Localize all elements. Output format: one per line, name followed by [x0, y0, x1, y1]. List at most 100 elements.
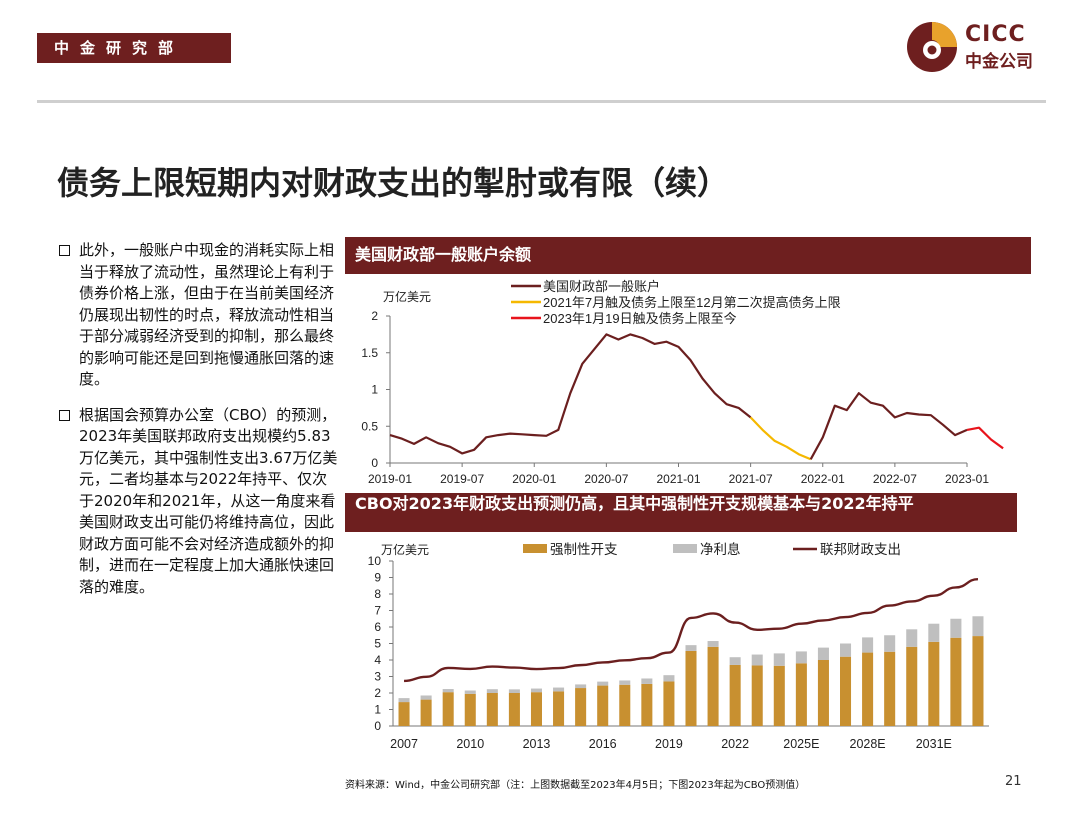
page-number: 21: [1005, 774, 1022, 789]
bar-net-interest: [420, 695, 432, 700]
bar-mandatory: [773, 665, 785, 726]
legend-label: 2021年7月触及债务上限至12月第二次提高债务上限: [543, 295, 841, 310]
legend-label: 强制性开支: [550, 542, 618, 557]
x-tick-label: 2019-01: [368, 472, 412, 486]
legend-label: 净利息: [700, 541, 741, 557]
bar-mandatory: [619, 684, 631, 726]
y-tick-label: 1: [371, 383, 378, 397]
footer-source: 资料来源：Wind，中金公司研究部（注：上图数据截至2023年4月5日；下图20…: [345, 780, 806, 791]
bar-net-interest: [840, 643, 852, 657]
y-tick-label: 9: [374, 571, 381, 585]
bar-mandatory: [553, 691, 565, 726]
bar-mandatory: [486, 693, 498, 726]
bar-mandatory: [464, 693, 476, 726]
bar-net-interest: [817, 647, 829, 660]
legend-swatch: [673, 544, 697, 553]
y-tick-label: 6: [374, 620, 381, 634]
y-tick-label: 1.5: [361, 346, 378, 360]
federal-outlays-chart: 万亿美元 0 1 2 3 4 5 6 7 8 9 10 2007 2010 2013 2016 2019 2022…: [368, 541, 989, 751]
bar-mandatory: [597, 685, 609, 726]
y-tick-label: 0: [374, 719, 381, 733]
bar-mandatory: [508, 693, 520, 726]
x-tick-label: 2020-07: [584, 472, 628, 486]
y-tick-label: 5: [374, 637, 381, 651]
x-tick-label: 2022-01: [801, 472, 845, 486]
x-tick-label: 2019-07: [440, 472, 484, 486]
bullet-item: 根据国会预算办公室（CBO）的预测，2023年美国联邦政府支出规模约5.83万亿…: [57, 405, 342, 599]
bar-mandatory: [795, 663, 807, 726]
bar-mandatory: [840, 656, 852, 726]
bar-net-interest: [530, 688, 542, 693]
page-title: 债务上限短期内对财政支出的掣肘或有限（续）: [57, 164, 730, 202]
cicc-logo: CICC 中金公司: [905, 20, 1050, 76]
y-tick-label: 4: [374, 653, 381, 667]
bar-net-interest: [795, 651, 807, 664]
legend-label: 联邦财政支出: [820, 542, 901, 557]
bar-mandatory: [950, 637, 962, 726]
bar-mandatory: [729, 664, 741, 726]
x-tick-label: 2021-01: [656, 472, 700, 486]
tga-balance-chart: 万亿美元 0 0.5 1 1.5 2 2019-01 2019-07 2020-01 2020-0…: [361, 279, 1004, 486]
cicc-logo-icon: [907, 22, 957, 72]
bar-net-interest: [685, 645, 697, 651]
bullet-list: 此外，一般账户中现金的消耗实际上相当于释放了流动性，虽然理论上有利于债券价格上涨…: [57, 240, 342, 612]
bar-net-interest: [928, 623, 940, 642]
y-tick-label: 1: [374, 703, 381, 717]
y-tick-label: 3: [374, 670, 381, 684]
bar-net-interest: [950, 618, 962, 638]
x-tick-label: 2010: [456, 737, 484, 751]
bullet-text: 根据国会预算办公室（CBO）的预测，2023年美国联邦政府支出规模约5.83万亿…: [79, 405, 338, 596]
chart2-title: CBO对2023年财政支出预测仍高，且其中强制性开支规模基本与2022年持平: [345, 493, 1017, 532]
y-tick-label: 10: [368, 554, 382, 568]
bar-net-interest: [575, 684, 587, 689]
y-tick-label: 0: [371, 456, 378, 470]
x-tick-label: 2019: [655, 737, 683, 751]
bar-mandatory: [751, 665, 763, 726]
checkbox-icon: [59, 409, 70, 421]
bar-mandatory: [663, 681, 675, 726]
x-tick-label: 2022-07: [873, 472, 917, 486]
bar-net-interest: [663, 675, 675, 682]
checkbox-icon: [59, 245, 70, 256]
y-tick-label: 2: [374, 686, 381, 700]
y-tick-label: 0.5: [361, 419, 378, 433]
bar-net-interest: [641, 678, 653, 684]
y-tick-label: 7: [374, 604, 381, 618]
series-line-2: [749, 416, 812, 461]
x-tick-label: 2022: [721, 737, 749, 751]
x-tick-label: 2013: [523, 737, 551, 751]
series-line-4: [966, 426, 1004, 450]
bar-mandatory: [575, 688, 587, 726]
bar-mandatory: [884, 651, 896, 726]
logo-text-cn: 中金公司: [965, 52, 1033, 72]
bar-mandatory: [972, 636, 984, 726]
bar-mandatory: [641, 683, 653, 726]
bar-net-interest: [597, 681, 609, 686]
bar-mandatory: [928, 641, 940, 726]
x-tick-label: 2016: [589, 737, 617, 751]
bar-net-interest: [553, 687, 565, 692]
x-tick-label: 2028E: [850, 737, 886, 751]
x-tick-label: 2025E: [783, 737, 819, 751]
logo-text-en: CICC: [965, 22, 1026, 47]
bar-mandatory: [707, 646, 719, 726]
bar-net-interest: [442, 689, 454, 693]
x-tick-label: 2023-01: [945, 472, 989, 486]
bar-mandatory: [862, 652, 874, 726]
bar-mandatory: [530, 692, 542, 726]
bar-net-interest: [751, 654, 763, 666]
bar-net-interest: [464, 690, 476, 694]
legend-label: 美国财政部一般账户: [543, 279, 660, 294]
series-line-1: [389, 333, 752, 455]
chart1-title: 美国财政部一般账户余额: [345, 237, 1031, 274]
department-tag: 中金研究部: [37, 33, 231, 63]
x-tick-label: 2031E: [916, 737, 952, 751]
bar-net-interest: [906, 629, 918, 647]
line-federal-outlays: [404, 577, 979, 683]
series-line-3: [809, 392, 968, 460]
x-tick-label: 2007: [390, 737, 418, 751]
bar-net-interest: [508, 689, 520, 693]
legend-swatch: [523, 544, 547, 553]
bar-net-interest: [486, 689, 498, 693]
bar-mandatory: [442, 692, 454, 726]
